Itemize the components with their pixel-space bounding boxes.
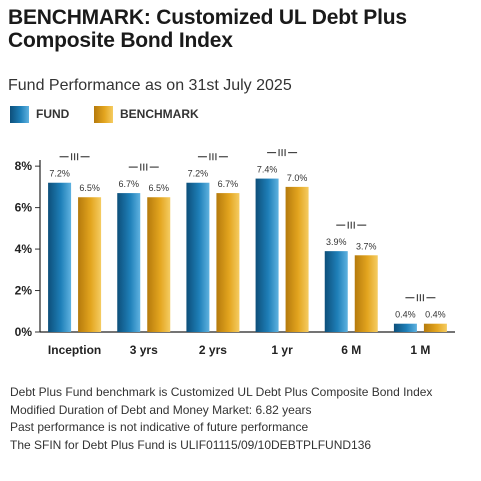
bar-benchmark-0 (78, 197, 102, 332)
group-marker-icon (336, 221, 367, 229)
bar-fund-3 (255, 178, 279, 332)
footnotes: Debt Plus Fund benchmark is Customized U… (10, 384, 475, 454)
bar-benchmark-1 (147, 197, 171, 332)
data-label-benchmark-0: 6.5% (79, 183, 100, 193)
y-tick-label: 6% (15, 201, 33, 215)
group-marker-icon (267, 149, 298, 157)
group-marker-icon (197, 153, 228, 161)
bar-fund-0 (48, 182, 72, 332)
group-marker-icon (59, 153, 90, 161)
legend-label-benchmark: BENCHMARK (120, 107, 199, 121)
bar-fund-1 (117, 193, 141, 332)
data-label-fund-0: 7.2% (49, 169, 70, 179)
bar-fund-2 (186, 182, 210, 332)
footnote-1: Debt Plus Fund benchmark is Customized U… (10, 385, 433, 399)
x-tick-label: 1 yr (271, 343, 293, 357)
footnote-3: Past performance is not indicative of fu… (10, 420, 309, 434)
data-label-fund-5: 0.4% (395, 310, 416, 320)
bar-chart: 0% 2% 4% 6% 8% 7.2% 6.5% Inception 6.7% 6.5% 3 yrs… (15, 149, 455, 357)
chart-title: BENCHMARK: Customized UL Debt Plus Compo… (8, 6, 407, 52)
data-label-benchmark-5: 0.4% (425, 310, 446, 320)
legend-label-fund: FUND (36, 107, 70, 121)
legend-item-benchmark: BENCHMARK (94, 105, 224, 125)
y-tick-label: 4% (15, 242, 33, 256)
data-label-benchmark-3: 7.0% (287, 173, 308, 183)
group-marker-icon (128, 163, 159, 171)
x-tick-label: 2 yrs (199, 343, 227, 357)
x-tick-label: Inception (48, 343, 101, 357)
y-tick-label: 0% (15, 325, 33, 339)
legend-swatch-benchmark (94, 106, 113, 123)
bar-benchmark-5 (423, 323, 447, 332)
legend-swatch-fund (10, 106, 29, 123)
data-label-benchmark-4: 3.7% (356, 241, 377, 251)
data-label-fund-2: 7.2% (188, 169, 209, 179)
data-label-fund-4: 3.9% (326, 237, 347, 247)
y-tick-label: 2% (15, 284, 33, 298)
group-marker-icon (405, 294, 436, 302)
bar-benchmark-2 (216, 193, 240, 332)
footnote-4: The SFIN for Debt Plus Fund is ULIF01115… (10, 437, 372, 452)
chart-subtitle: Fund Performance as on 31st July 2025 (8, 77, 292, 94)
x-tick-label: 1 M (410, 343, 430, 357)
bar-fund-5 (393, 323, 417, 332)
data-label-fund-3: 7.4% (257, 165, 278, 175)
x-tick-label: 6 M (341, 343, 361, 357)
bar-benchmark-4 (354, 255, 378, 332)
data-label-benchmark-1: 6.5% (148, 183, 169, 193)
x-tick-label: 3 yrs (130, 343, 158, 357)
y-tick-label: 8% (15, 159, 33, 173)
bar-benchmark-3 (285, 186, 309, 332)
data-label-fund-1: 6.7% (118, 179, 139, 189)
footnote-2: Modified Duration of Debt and Money Mark… (10, 402, 312, 417)
data-label-benchmark-2: 6.7% (218, 179, 239, 189)
bar-fund-4 (324, 251, 348, 332)
legend-item-fund: FUND (10, 105, 90, 125)
